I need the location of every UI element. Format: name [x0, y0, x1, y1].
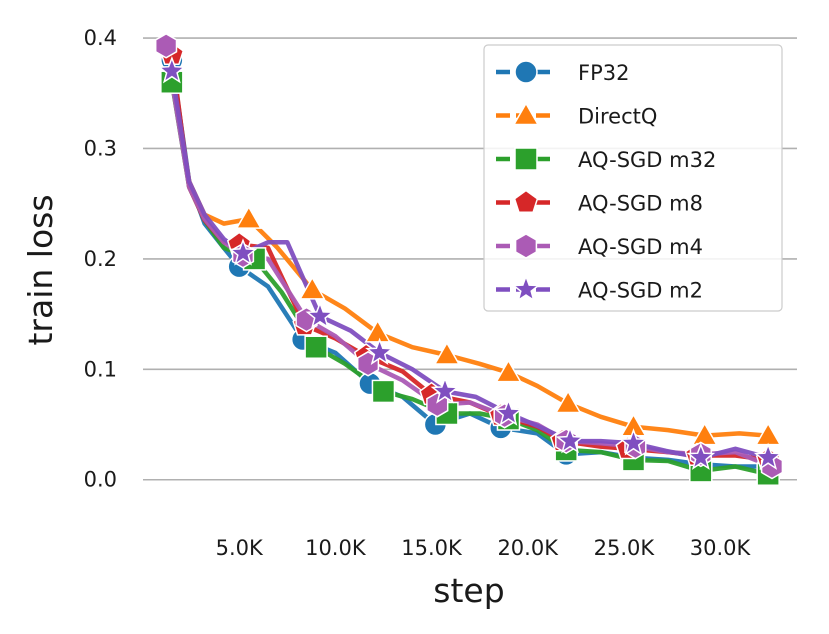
- series-markers: [154, 32, 784, 486]
- legend-box: [483, 44, 783, 312]
- y-tick-label: 0.4: [84, 26, 117, 50]
- x-tick-labels: 5.0K 10.0K 15.0K 20.0K 25.0K 30.0K: [216, 536, 752, 560]
- legend-marker-directq: [512, 101, 540, 126]
- legend-label-fp32: FP32: [578, 61, 629, 85]
- y-tick-label: 0.3: [84, 136, 117, 160]
- data-point-aq-sgd-m2: [494, 398, 523, 426]
- y-tick-label: 0.0: [84, 468, 117, 492]
- y-tick-label: 0.1: [84, 357, 117, 381]
- data-point-aq-sgd-m2: [305, 301, 335, 329]
- data-point-directq: [495, 359, 522, 383]
- x-tick-label: 20.0K: [497, 536, 559, 560]
- x-tick-label: 5.0K: [216, 536, 264, 560]
- data-point-directq: [235, 205, 263, 229]
- legend-label-directq: DirectQ: [578, 105, 657, 129]
- y-axis-title: train loss: [21, 194, 60, 345]
- x-tick-label: 15.0K: [401, 536, 463, 560]
- data-point-directq: [433, 341, 461, 365]
- legend-label-aq-sgd-m32: AQ-SGD m32: [578, 148, 716, 172]
- data-point-aq-sgd-m2: [619, 428, 648, 456]
- data-point-aq-sgd-m2: [228, 238, 258, 266]
- data-point-directq: [298, 276, 326, 300]
- y-tick-label: 0.2: [84, 247, 117, 271]
- legend: FP32 DirectQ AQ-SGD m32 AQ-SGD m8 AQ-SGD m4 A…: [483, 44, 783, 312]
- x-tick-label: 10.0K: [305, 536, 367, 560]
- data-point-aq-sgd-m2: [555, 425, 585, 454]
- legend-marker-aq-sgd-m32: [514, 147, 538, 171]
- data-point-aq-sgd-m4: [154, 32, 178, 59]
- legend-label-aq-sgd-m4: AQ-SGD m4: [578, 235, 703, 259]
- data-point-aq-sgd-m2: [686, 442, 716, 470]
- x-tick-label: 25.0K: [594, 536, 656, 560]
- legend-marker-fp32: [514, 60, 538, 84]
- legend-marker-aq-sgd-m8: [513, 189, 539, 213]
- x-tick-label: 30.0K: [690, 536, 752, 560]
- legend-marker-aq-sgd-m4: [514, 233, 538, 259]
- data-point-aq-sgd-m2: [157, 56, 187, 84]
- data-point-directq: [364, 319, 391, 343]
- x-axis-title: step: [433, 571, 504, 610]
- data-point-aq-sgd-m32: [371, 379, 396, 404]
- legend-marker-aq-sgd-m2: [511, 274, 541, 302]
- data-point-directq: [554, 390, 582, 414]
- data-point-aq-sgd-m2: [365, 337, 395, 366]
- y-tick-labels: 0.0 0.1 0.2 0.3 0.4: [84, 26, 117, 492]
- data-point-aq-sgd-m2: [430, 376, 460, 404]
- legend-label-aq-sgd-m2: AQ-SGD m2: [578, 279, 703, 303]
- data-point-aq-sgd-m32: [304, 335, 328, 359]
- legend-label-aq-sgd-m8: AQ-SGD m8: [578, 192, 703, 216]
- data-point-aq-sgd-m2: [753, 442, 783, 470]
